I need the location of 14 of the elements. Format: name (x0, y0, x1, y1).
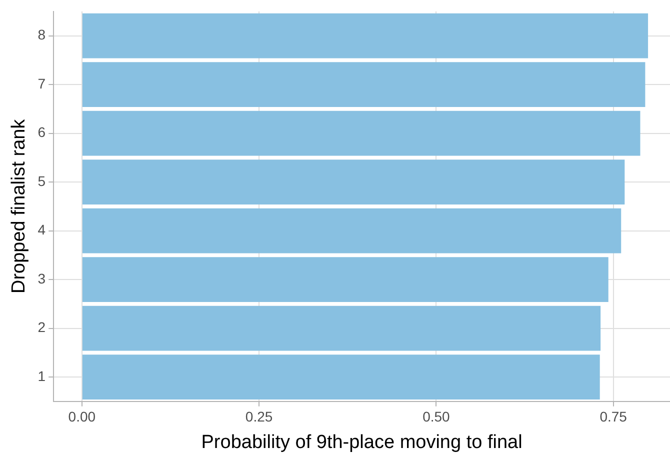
x-tick-label: 0.50 (422, 408, 450, 425)
y-tick-label: 4 (38, 222, 46, 238)
y-tick-label: 2 (38, 319, 46, 336)
x-tick-label: 0.25 (245, 408, 273, 425)
x-axis-title: Probability of 9th-place moving to final (201, 432, 522, 453)
y-tick-label: 5 (38, 172, 46, 189)
y-tick-label: 7 (38, 75, 46, 92)
y-axis-title: Dropped finalist rank (8, 118, 30, 294)
y-tick-label: 3 (38, 270, 46, 286)
x-tick-label: 0.75 (600, 408, 628, 425)
x-tick-label: 0.00 (68, 408, 96, 425)
y-tick-label: 1 (38, 368, 46, 384)
y-tick-label: 6 (38, 124, 46, 140)
y-tick-label: 8 (38, 26, 46, 43)
